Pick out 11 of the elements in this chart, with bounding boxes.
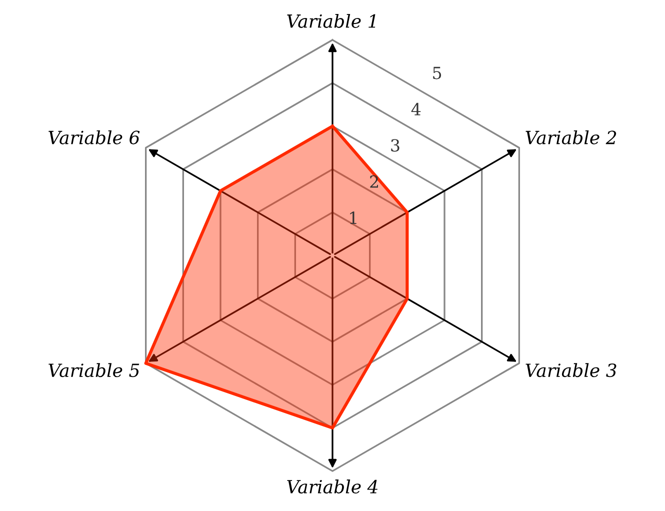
spoke-label: Variable 5 [48, 363, 140, 378]
spoke-label: Variable 4 [287, 480, 378, 494]
y-tick-label: 5 [433, 66, 442, 80]
spoke-label: Variable 3 [526, 363, 616, 378]
spoke-label: Variable 2 [526, 130, 616, 144]
y-tick-label: 2 [370, 175, 378, 188]
y-tick-label: 1 [350, 212, 356, 224]
spoke-label: Variable 6 [48, 130, 140, 144]
y-tick-label: 3 [391, 139, 400, 152]
y-tick-label: 4 [411, 102, 421, 116]
spoke-label: Variable 1 [287, 14, 376, 28]
